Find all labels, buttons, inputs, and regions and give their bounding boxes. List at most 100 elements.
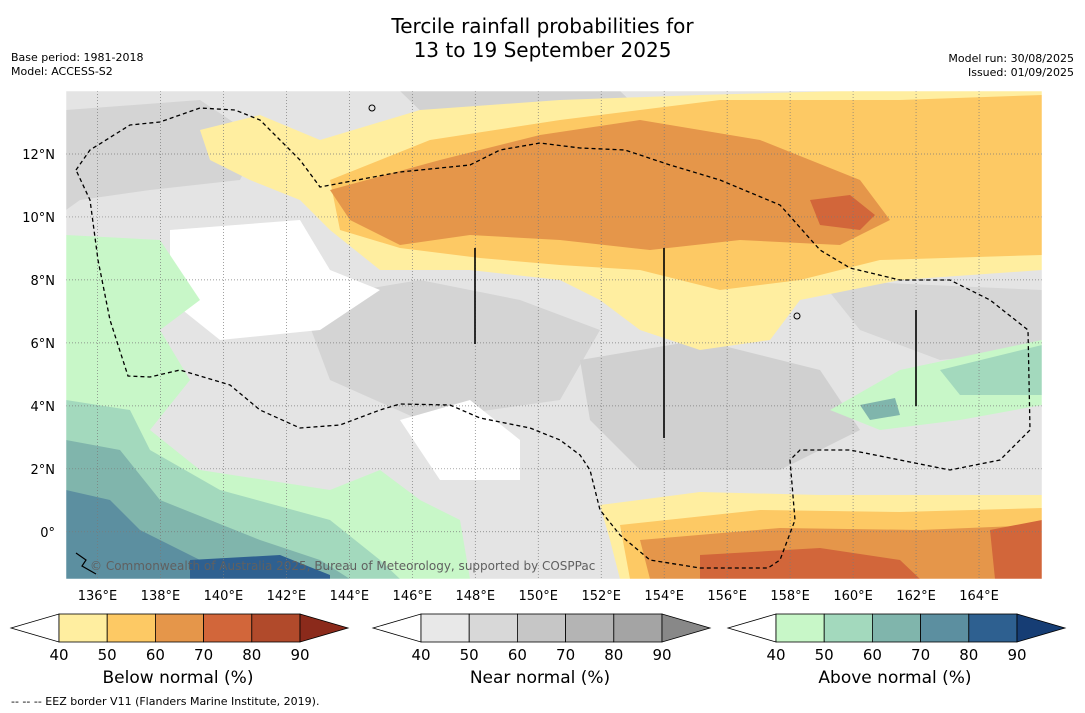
longitude-label: 160°E — [833, 589, 873, 604]
longitude-label: 144°E — [330, 589, 370, 604]
latitude-label: 6°N — [31, 337, 56, 352]
grid-lines — [66, 91, 1042, 579]
colorbar-segment — [613, 613, 663, 643]
latitude-label: 4°N — [31, 400, 56, 415]
copyright-text: © Commonwealth of Australia 2025, Bureau… — [90, 559, 595, 573]
colorbar-near: 40 50 60 70 80 90 — [371, 613, 712, 664]
colorbar-tick: 50 — [815, 646, 834, 664]
colorbar-tick: 60 — [508, 646, 527, 664]
below-normal-area — [990, 520, 1042, 579]
white-gap — [170, 220, 380, 340]
colorbar-segment — [154, 613, 204, 643]
colorbar-segment — [565, 613, 615, 643]
colorbar-tick: 80 — [959, 646, 978, 664]
latitude-labels: 12°N 10°N 8°N 6°N 4°N 2°N 0° — [22, 148, 55, 541]
latitude-label: 10°N — [22, 211, 55, 226]
colorbar-tick: 60 — [146, 646, 165, 664]
colorbar-extend-high — [661, 613, 712, 643]
longitude-label: 148°E — [456, 589, 496, 604]
island-marker — [368, 104, 376, 112]
map-frame — [65, 90, 1043, 580]
longitude-label: 150°E — [518, 589, 558, 604]
colorbar-segment — [420, 613, 470, 643]
colorbar-tick: 70 — [911, 646, 930, 664]
colorbar-extend-low — [726, 613, 777, 643]
longitude-label: 156°E — [707, 589, 747, 604]
longitude-label: 158°E — [770, 589, 810, 604]
longitude-label: 154°E — [644, 589, 684, 604]
latitude-label: 12°N — [22, 148, 55, 163]
colorbar-extend-low — [371, 613, 422, 643]
colorbar-segment — [203, 613, 253, 643]
near-normal-patch — [580, 340, 860, 470]
above-normal-label: Above normal (%) — [818, 668, 972, 688]
probability-map: © Commonwealth of Australia 2025, Bureau… — [22, 90, 1043, 604]
colorbar-segment — [468, 613, 518, 643]
near-normal-patch — [820, 280, 1042, 360]
colorbar-tick: 70 — [194, 646, 213, 664]
longitude-label: 152°E — [581, 589, 621, 604]
colorbar-extend-high — [1016, 613, 1067, 643]
eez-border — [75, 107, 1031, 569]
colorbar-segment — [775, 613, 825, 643]
colorbar-extend-high — [299, 613, 350, 643]
above-normal-area — [66, 490, 260, 579]
below-normal-area — [330, 120, 890, 250]
longitude-label: 162°E — [896, 589, 936, 604]
eez-footnote: -- -- -- EEZ border V11 (Flanders Marine… — [11, 695, 320, 708]
title-line-1: Tercile rainfall probabilities for — [391, 14, 694, 38]
latitude-label: 0° — [40, 526, 55, 541]
latitude-label: 2°N — [31, 463, 56, 478]
colorbar-above: 40 50 60 70 80 90 — [726, 613, 1067, 664]
colorbar-segment — [823, 613, 873, 643]
colorbar-tick: 40 — [766, 646, 785, 664]
colorbar-tick: 80 — [604, 646, 623, 664]
colorbar-below: 40 50 60 70 80 90 — [9, 613, 350, 664]
longitude-labels: 136°E 138°E 140°E 142°E 144°E 146°E 148°E 150°E… — [78, 589, 999, 604]
colorbar-tick: 90 — [652, 646, 671, 664]
title-line-2: 13 to 19 September 2025 — [413, 38, 672, 62]
longitude-label: 142°E — [267, 589, 307, 604]
model-run: Model run: 30/08/2025 — [948, 52, 1074, 65]
meta-right: Model run: 30/08/2025 Issued: 01/09/2025 — [948, 52, 1074, 80]
latitude-label: 8°N — [31, 274, 56, 289]
colorbar-tick: 40 — [49, 646, 68, 664]
longitude-label: 164°E — [959, 589, 999, 604]
colorbar-tick: 80 — [242, 646, 261, 664]
colorbar-extend-low — [9, 613, 60, 643]
coastline — [75, 552, 97, 575]
island-marker — [793, 312, 801, 320]
colorbar-tick: 70 — [556, 646, 575, 664]
below-normal-area — [700, 548, 920, 579]
colorbar-tick: 40 — [411, 646, 430, 664]
colorbar-segment — [517, 613, 567, 643]
longitude-label: 140°E — [204, 589, 244, 604]
above-normal-area — [940, 345, 1042, 395]
longitude-label: 138°E — [141, 589, 181, 604]
colorbar-tick: 60 — [863, 646, 882, 664]
model-name: Model: ACCESS-S2 — [11, 65, 113, 78]
colorbar-tick: 50 — [98, 646, 117, 664]
above-normal-area — [860, 398, 900, 420]
above-normal-area — [190, 555, 330, 579]
below-normal-area — [810, 195, 875, 230]
longitude-label: 136°E — [78, 589, 118, 604]
map-title: Tercile rainfall probabilities for 13 to… — [0, 14, 1085, 62]
colorbar-segment — [106, 613, 156, 643]
colorbar-segment — [251, 613, 301, 643]
issued-date: Issued: 01/09/2025 — [967, 66, 1074, 79]
colorbar-segment — [872, 613, 922, 643]
colorbar-tick: 50 — [460, 646, 479, 664]
colorbar-tick: 90 — [290, 646, 309, 664]
base-period: Base period: 1981-2018 — [11, 51, 144, 64]
colorbar-segment — [968, 613, 1018, 643]
colorbar-segment — [58, 613, 108, 643]
colorbar-segment — [920, 613, 970, 643]
near-normal-label: Near normal (%) — [469, 668, 611, 688]
longitude-label: 146°E — [393, 589, 433, 604]
near-normal-patch — [300, 280, 600, 420]
below-normal-label: Below normal (%) — [102, 668, 254, 688]
map-field: © Commonwealth of Australia 2025, Bureau… — [66, 91, 1042, 579]
colorbar-tick: 90 — [1007, 646, 1026, 664]
